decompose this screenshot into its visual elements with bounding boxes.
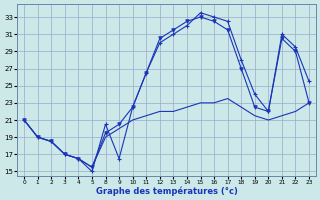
X-axis label: Graphe des températures (°c): Graphe des températures (°c) [96, 186, 237, 196]
